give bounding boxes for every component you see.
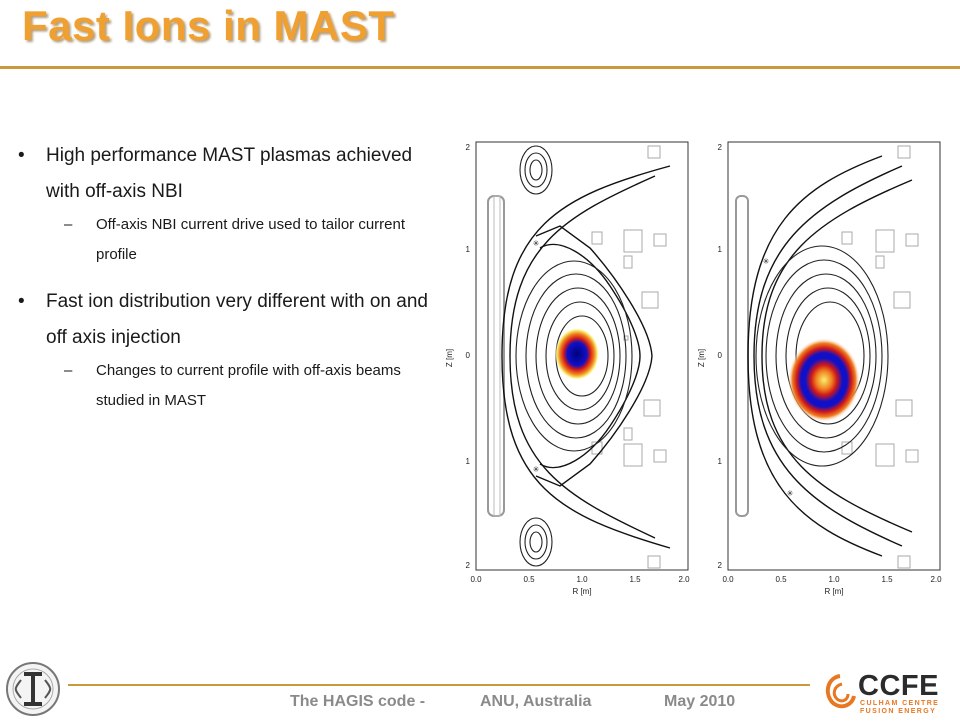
x-tick-label: 0.0	[470, 575, 482, 584]
x-tick-label: 2.0	[930, 575, 942, 584]
x-tick-label: 0.0	[722, 575, 734, 584]
y-tick-label: 1	[466, 457, 471, 466]
flux-plot-off-axis: ✳ ✳ 2 1 0 1 2 0.0 0.5 1.0 1.5 2.0 R [m] …	[697, 141, 942, 596]
ccfe-logo-text: CCFE	[858, 670, 939, 702]
x-tick-label: 1.0	[828, 575, 840, 584]
y-tick-label: 1	[718, 457, 723, 466]
title-divider	[0, 66, 960, 69]
ccfe-swirl-icon	[822, 672, 858, 717]
y-tick-label: 2	[466, 143, 471, 152]
footer-place: ANU, Australia	[480, 693, 592, 710]
dash-marker: –	[64, 216, 73, 233]
svg-text:✳: ✳	[787, 489, 794, 498]
ccfe-sub-line-1: CULHAM CENTRE	[860, 700, 940, 707]
x-axis-label: R [m]	[572, 587, 591, 596]
footer-divider	[68, 684, 810, 686]
y-tick-label: 1	[718, 245, 723, 254]
footer-code: The HAGIS code -	[290, 693, 426, 710]
x-tick-label: 1.5	[881, 575, 893, 584]
bullet-text-1: High performance MAST plasmas achieved w…	[46, 145, 413, 202]
mast-logo-icon	[4, 660, 62, 723]
y-tick-label: 2	[718, 143, 723, 152]
y-tick-label: 2	[466, 561, 471, 570]
y-tick-label: 2	[718, 561, 723, 570]
x-tick-label: 1.0	[576, 575, 588, 584]
x-axis-label: R [m]	[824, 587, 843, 596]
y-tick-label: 0	[718, 351, 723, 360]
sub-bullet-text-1: Off-axis NBI current drive used to tailo…	[96, 216, 406, 263]
svg-text:✳: ✳	[763, 257, 770, 266]
bullet-marker: •	[18, 145, 25, 166]
svg-text:✳: ✳	[533, 239, 540, 248]
x-tick-label: 0.5	[523, 575, 535, 584]
y-tick-label: 1	[466, 245, 471, 254]
slide-title: Fast Ions in MAST	[22, 2, 395, 49]
ccfe-sub-line-2: FUSION ENERGY	[860, 708, 937, 715]
x-tick-label: 1.5	[629, 575, 641, 584]
flux-plot-on-axis: ✳ ✳ 2 1 0 1 2 0.0 0.5 1.0 1.5 2.0 R [m] …	[445, 141, 690, 596]
y-axis-label: Z [m]	[697, 349, 706, 367]
bullet-item-2: • Fast ion distribution very different w…	[18, 284, 428, 356]
sub-bullet-item-1: – Off-axis NBI current drive used to tai…	[18, 210, 428, 270]
svg-text:✳: ✳	[533, 465, 540, 474]
sub-bullet-item-2: – Changes to current profile with off-ax…	[18, 356, 428, 416]
x-tick-label: 0.5	[775, 575, 787, 584]
ccfe-logo-subtitle: CULHAM CENTRE FUSION ENERGY	[860, 700, 939, 716]
sub-bullet-text-2: Changes to current profile with off-axis…	[96, 362, 401, 409]
footer-date: May 2010	[664, 693, 736, 710]
bullet-text-2: Fast ion distribution very different wit…	[46, 291, 428, 348]
dash-marker: –	[64, 362, 73, 379]
bullet-item-1: • High performance MAST plasmas achieved…	[18, 138, 428, 210]
y-axis-label: Z [m]	[445, 349, 454, 367]
y-tick-label: 0	[466, 351, 471, 360]
bullet-list: • High performance MAST plasmas achieved…	[18, 138, 428, 430]
bullet-marker: •	[18, 291, 25, 312]
x-tick-label: 2.0	[678, 575, 690, 584]
